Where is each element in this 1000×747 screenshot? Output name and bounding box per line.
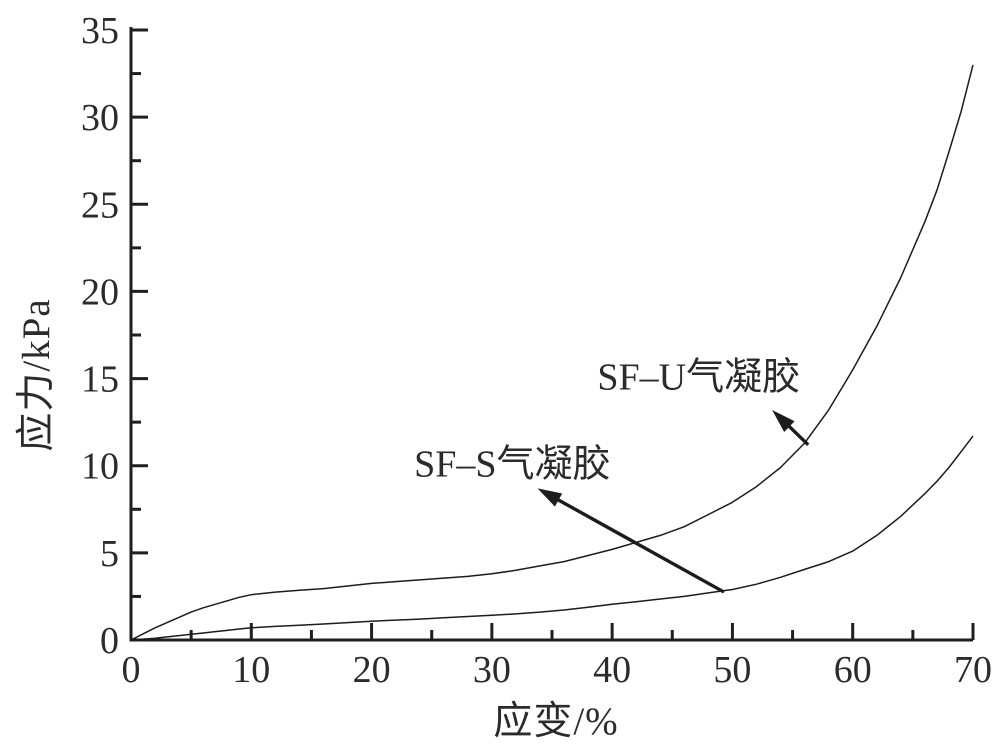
y-tick-label: 30 <box>81 97 119 139</box>
axes-spines <box>129 27 973 642</box>
annotation-arrow-head <box>537 488 563 507</box>
x-tick-label: 0 <box>122 649 141 691</box>
x-tick-label: 20 <box>353 649 391 691</box>
y-tick-label: 35 <box>81 10 119 52</box>
y-axis-title: 应力/kPa <box>15 298 58 452</box>
y-tick-label: 10 <box>81 446 119 488</box>
x-tick-label: 30 <box>473 649 511 691</box>
y-tick-label: 20 <box>81 271 119 313</box>
x-tick-label: 60 <box>834 649 872 691</box>
annotation-arrow-head <box>772 409 795 433</box>
y-tick-label: 0 <box>100 620 119 662</box>
y-tick-label: 5 <box>100 533 119 575</box>
x-tick-label: 50 <box>713 649 751 691</box>
curve-sf-u <box>130 64 974 641</box>
x-tick-label: 40 <box>593 649 631 691</box>
y-tick-label: 25 <box>81 184 119 226</box>
annotation-arrow-line <box>785 422 810 447</box>
annotation-arrow-line <box>554 496 725 594</box>
annotation-sf-u-label: SF–U气凝胶 <box>597 356 801 399</box>
annotation-sf-s-label: SF–S气凝胶 <box>414 443 611 486</box>
y-tick-label: 15 <box>81 359 119 401</box>
x-tick-label: 10 <box>232 649 270 691</box>
x-axis-title: 应变/% <box>493 700 619 743</box>
curve-sf-s <box>130 435 974 641</box>
x-tick-label: 70 <box>954 649 992 691</box>
